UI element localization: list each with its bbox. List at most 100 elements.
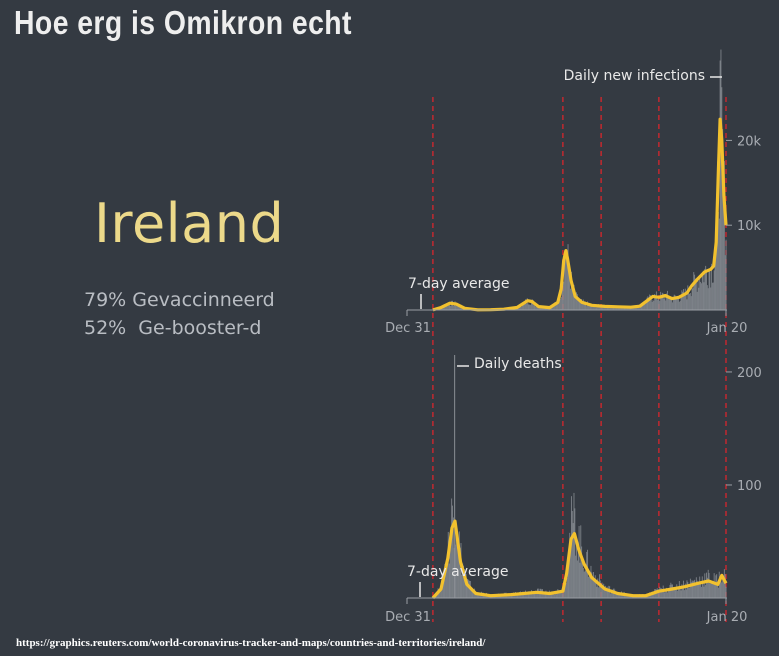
infections-bar <box>608 306 610 310</box>
infections-bar <box>660 291 662 310</box>
infections-bar <box>675 297 677 310</box>
deaths-bar <box>699 576 701 598</box>
deaths-peak-bar <box>454 355 456 598</box>
deaths-bar <box>496 596 498 598</box>
deaths-bar <box>675 590 677 598</box>
deaths-bar <box>681 584 683 598</box>
infections-bar <box>534 303 536 310</box>
deaths-bar <box>597 578 599 598</box>
deaths-bar <box>463 565 464 598</box>
infections-bar <box>529 304 531 310</box>
infections-bar <box>686 299 688 310</box>
infections-bar <box>449 305 451 310</box>
deaths-bar <box>696 580 698 598</box>
deaths-bar <box>462 563 464 598</box>
infections-bar <box>621 308 623 310</box>
deaths-bar <box>442 583 444 598</box>
deaths-bar <box>456 541 458 598</box>
deaths-bar <box>617 593 619 598</box>
infections-bar <box>542 307 544 310</box>
deaths-bar <box>689 587 690 598</box>
infections-bar <box>587 301 589 310</box>
deaths-bar <box>620 595 622 598</box>
deaths-bar <box>450 529 452 598</box>
deaths-bar <box>467 578 469 598</box>
deaths-bar <box>552 594 554 598</box>
infections-bar <box>452 305 454 310</box>
deaths-bar <box>686 580 688 598</box>
deaths-bar <box>568 564 570 598</box>
infections-bar <box>597 305 599 310</box>
infections-bar <box>692 287 694 310</box>
deaths-bar <box>598 587 600 598</box>
infections-bar <box>542 307 544 310</box>
infections-bar <box>547 308 549 310</box>
deaths-bar <box>667 590 669 598</box>
infections-bar <box>720 49 722 311</box>
infections-bar <box>641 305 643 310</box>
deaths-bar <box>715 575 717 598</box>
deaths-bar <box>655 589 657 598</box>
infections-bar <box>722 129 724 310</box>
deaths-average-label: 7-day average <box>407 564 508 580</box>
infections-bar <box>674 295 676 310</box>
infections-bar <box>578 299 580 310</box>
infections-bar <box>661 292 663 310</box>
deaths-bar <box>578 526 580 598</box>
infections-bar <box>609 307 611 310</box>
infections-bar <box>713 270 715 310</box>
deaths-bar <box>543 592 545 598</box>
deaths-bar <box>721 582 723 598</box>
infections-bar <box>601 307 603 310</box>
deaths-bar <box>708 572 710 598</box>
deaths-bar <box>532 591 534 598</box>
deaths-bar <box>553 594 555 598</box>
deaths-bar <box>593 578 595 598</box>
infections-bar <box>633 307 634 310</box>
deaths-y-tick-label: 200 <box>737 366 762 381</box>
deaths-bar <box>538 592 540 598</box>
infections-bar <box>599 307 601 310</box>
infections-bar <box>676 297 678 310</box>
infections-bar <box>679 300 681 310</box>
infections-bar <box>616 307 618 310</box>
infections-bar <box>452 300 453 310</box>
infections-bar <box>526 298 528 310</box>
deaths-bar <box>666 587 668 598</box>
deaths-bar <box>724 574 726 598</box>
deaths-bar <box>676 584 678 598</box>
headline: Hoe erg is Omikron echt <box>14 4 352 41</box>
infections-bar <box>632 308 634 310</box>
infections-bar <box>570 271 572 310</box>
deaths-bar <box>559 592 561 598</box>
deaths-bar <box>458 531 460 598</box>
infections-bar <box>555 302 557 310</box>
deaths-bar <box>664 592 666 598</box>
infections-bar <box>594 304 596 310</box>
infections-bar <box>623 307 625 310</box>
infections-bar <box>690 296 692 310</box>
deaths-bar <box>514 593 515 598</box>
deaths-bar <box>449 533 451 598</box>
infections-bar <box>565 259 567 310</box>
infections-bar <box>584 301 586 310</box>
infections-bar <box>590 303 592 310</box>
deaths-bar <box>678 581 680 598</box>
deaths-bar <box>466 578 468 598</box>
infections-bar <box>588 303 590 310</box>
deaths-bar <box>534 591 536 598</box>
deaths-bar <box>457 545 459 598</box>
infections-bar <box>539 307 541 310</box>
infections-bar <box>559 298 561 310</box>
infections-bar <box>538 307 540 310</box>
infections-bar <box>698 287 700 310</box>
infections-bar <box>624 307 626 310</box>
deaths-bar <box>689 578 691 598</box>
infections-bar <box>655 295 656 310</box>
infections-bar <box>702 271 704 310</box>
infections-bar <box>689 293 691 310</box>
deaths-bar <box>682 588 684 598</box>
deaths-bar <box>444 563 446 598</box>
deaths-bar <box>688 587 690 598</box>
deaths-bar <box>671 584 673 598</box>
